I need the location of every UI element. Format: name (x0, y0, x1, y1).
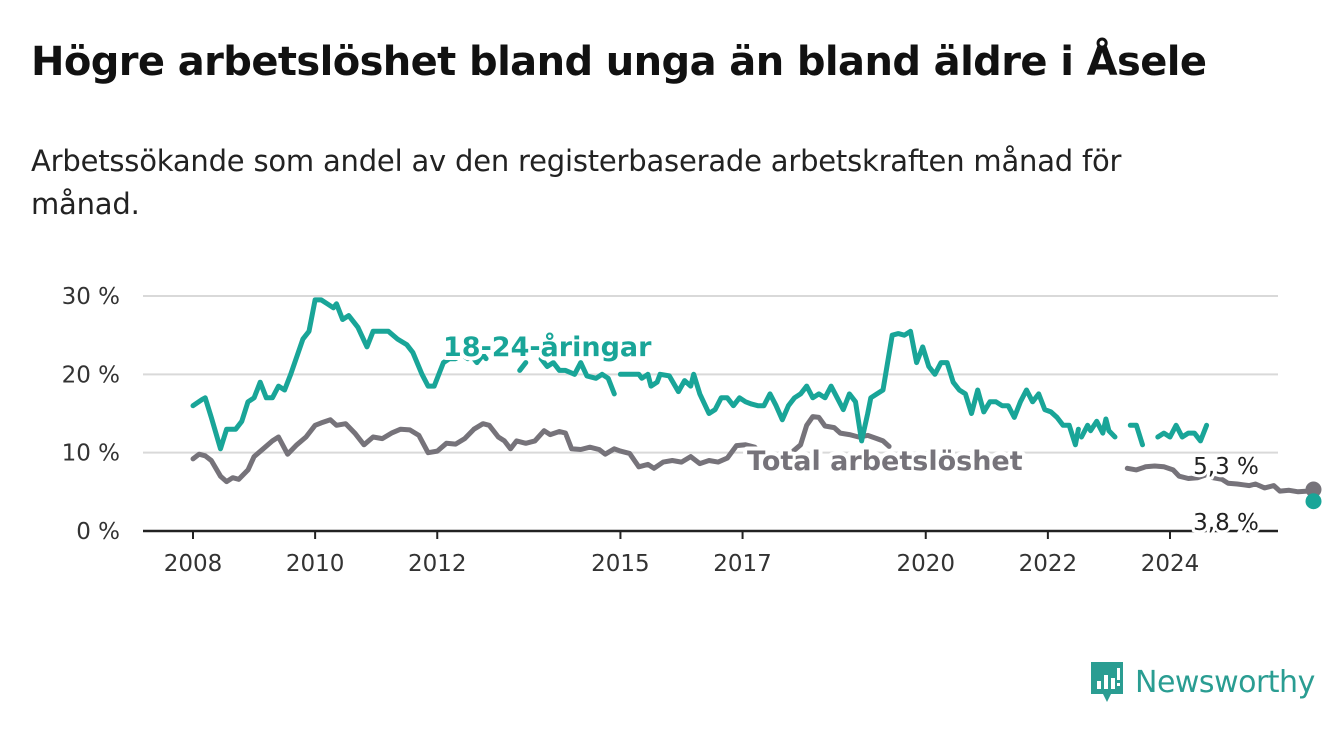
youth-line-segment (617, 328, 1081, 448)
chart-subtitle: Arbetssökande som andel av den registerb… (31, 144, 1122, 221)
total-line-segment (190, 414, 892, 485)
youth-line-segment (517, 360, 529, 373)
total-line-segment (1124, 463, 1316, 495)
youth-line-segment (190, 297, 489, 452)
brand-name: Newsworthy (1135, 664, 1315, 700)
y-axis-ticks: 0 % 10 % 20 % 30 % (62, 284, 120, 545)
total-series-label: Total arbetslöshet (747, 446, 1023, 477)
x-tick-label: 2015 (591, 551, 650, 577)
newsworthy-chart-icon (1091, 662, 1123, 702)
grid-lines (143, 295, 1278, 533)
x-tick-label: 2010 (286, 551, 345, 577)
y-tick-label: 10 % (62, 441, 120, 467)
youth-line-segment (1079, 416, 1118, 440)
series-youth (190, 297, 1210, 452)
x-axis-ticks: 2008 2010 2012 2015 2017 2020 2022 2024 (164, 531, 1200, 577)
brand-logo: Newsworthy (1089, 660, 1315, 704)
x-tick-label: 2022 (1019, 551, 1078, 577)
chart-title: Högre arbetslöshet bland unga än bland ä… (31, 39, 1207, 85)
y-tick-label: 0 % (76, 519, 120, 545)
x-tick-label: 2024 (1141, 551, 1200, 577)
youth-end-label: 3,8 % (1193, 510, 1259, 536)
x-tick-label: 2012 (408, 551, 467, 577)
series-total (190, 414, 1316, 495)
youth-series-label: 18-24-åringar (443, 331, 652, 363)
total-end-label: 5,3 % (1193, 454, 1259, 480)
series-lines (190, 297, 1316, 495)
youth-line-segment (1127, 422, 1145, 448)
y-tick-label: 20 % (62, 362, 120, 388)
youth-line-segment (1155, 422, 1210, 444)
x-tick-label: 2020 (896, 551, 955, 577)
youth-end-marker (1305, 493, 1322, 510)
y-tick-label: 30 % (62, 284, 120, 310)
series-labels: 18-24-åringar Total arbetslöshet 5,3 % 3,8 … (439, 327, 1322, 539)
x-tick-label: 2008 (164, 551, 223, 577)
youth-line-segment (538, 356, 617, 397)
total-end-marker (1305, 481, 1322, 498)
x-tick-label: 2017 (713, 551, 772, 577)
